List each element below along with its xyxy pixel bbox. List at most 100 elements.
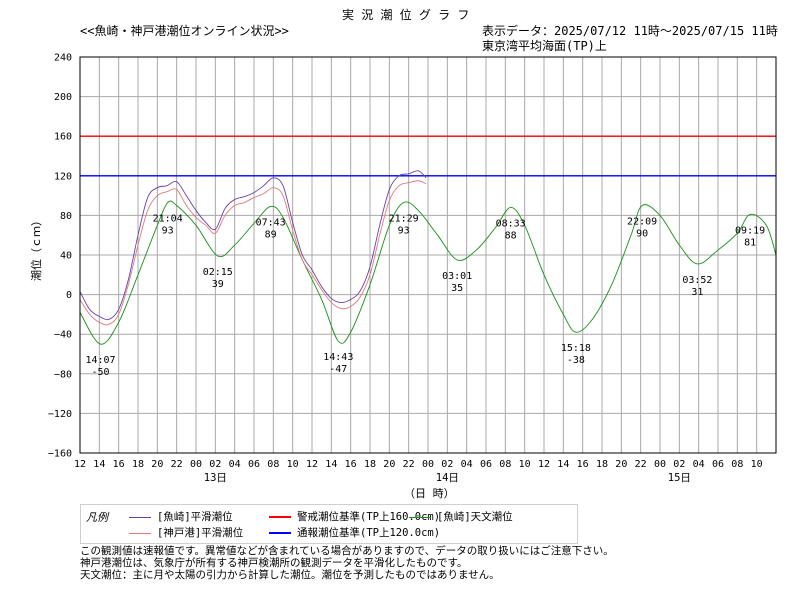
tide-annotations: 14:07-5021:049302:153907:438914:43-4721:…: [85, 214, 765, 379]
x-tick-label: 00: [654, 459, 666, 470]
x-tick-label: 20: [615, 459, 627, 470]
annotation-value: 35: [451, 283, 463, 294]
series-line: [79, 200, 777, 345]
tide-series: [79, 170, 777, 345]
x-tick-label: 22: [403, 459, 415, 470]
annotation-time: 15:18: [561, 343, 591, 354]
annotation-value: 39: [212, 279, 224, 290]
legend-swatch: [409, 516, 431, 518]
annotation-value: 89: [265, 229, 277, 240]
x-tick-label: 08: [731, 459, 743, 470]
x-tick-label: 22: [635, 459, 647, 470]
x-tick-label: 04: [693, 459, 705, 470]
annotation-time: 14:43: [323, 352, 353, 363]
annotation-value: 88: [505, 230, 517, 241]
x-tick-label: 10: [287, 459, 299, 470]
x-tick-label: 14: [93, 459, 105, 470]
series-line: [79, 180, 427, 326]
annotation-value: -47: [329, 364, 347, 375]
x-tick-label: 10: [519, 459, 531, 470]
annotation-value: 31: [691, 287, 703, 298]
note-3: 天文潮位：主に月や太陽の引力から計算した潮位。潮位を予測したものではありません。: [80, 569, 500, 581]
annotation-value: -38: [567, 355, 585, 366]
chart-grid: [79, 56, 776, 454]
annotation-value: -50: [91, 367, 109, 378]
x-tick-label: 00: [422, 459, 434, 470]
x-tick-label: 08: [499, 459, 511, 470]
x-tick-label: 14: [557, 459, 569, 470]
x-tick-label: 12: [538, 459, 550, 470]
legend-item: [魚崎]天文潮位: [409, 509, 513, 524]
annotation-time: 22:09: [627, 217, 657, 228]
legend-label: 警戒潮位基準(TP上160.0cm): [297, 511, 441, 523]
y-tick-label: 240: [54, 53, 72, 64]
y-tick-label: −80: [54, 369, 72, 380]
x-tick-label: 06: [480, 459, 492, 470]
x-tick-label: 06: [712, 459, 724, 470]
legend: 凡例 [魚崎]平滑潮位 [神戸港]平滑潮位 警戒潮位基準(TP上160.0cm) 通報…: [80, 504, 578, 544]
note-2: 神戸港潮位は、気象庁が所有する神戸検潮所の観測データを平滑化したものです。: [80, 557, 468, 569]
x-tick-label: 02: [209, 459, 221, 470]
annotation-value: 93: [162, 226, 174, 237]
annotation-time: 09:19: [735, 225, 765, 236]
legend-label: [神戸港]平滑潮位: [157, 527, 244, 539]
threshold-lines: [80, 135, 776, 177]
x-tick-label: 14: [325, 459, 337, 470]
display-range: 表示データ：2025/07/12 11時～2025/07/15 11時: [482, 24, 778, 38]
x-tick-label: 20: [151, 459, 163, 470]
legend-item: 警戒潮位基準(TP上160.0cm): [269, 509, 440, 524]
legend-label: [魚崎]天文潮位: [437, 511, 513, 523]
annotation-value: 90: [636, 229, 648, 240]
x-tick-label: 02: [441, 459, 453, 470]
x-tick-label: 12: [306, 459, 318, 470]
legend-item: [魚崎]平滑潮位: [129, 509, 233, 524]
legend-swatch: [269, 532, 291, 534]
x-tick-label: 16: [113, 459, 125, 470]
y-axis-label: 潮位（ｃｍ）: [29, 215, 43, 281]
y-axis-ticks: 240 200 160 120 80 40 0 −40 −80 −120 −160: [48, 53, 72, 460]
annotation-time: 08:33: [496, 218, 526, 229]
x-tick-label: 02: [673, 459, 685, 470]
annotation-value: 93: [398, 226, 410, 237]
legend-swatch: [129, 516, 151, 518]
annotation-time: 14:07: [85, 355, 115, 366]
x-tick-label: 12: [74, 459, 86, 470]
legend-swatch: [129, 532, 151, 534]
day-label: 13日: [204, 472, 227, 484]
x-tick-label: 22: [171, 459, 183, 470]
x-tick-label: 16: [577, 459, 589, 470]
x-axis-label: （日 時）: [404, 487, 455, 500]
x-tick-label: 04: [229, 459, 241, 470]
y-tick-label: 120: [54, 171, 72, 182]
y-tick-label: 160: [54, 132, 72, 143]
datum-label: 東京湾平均海面(TP)上: [482, 39, 607, 53]
annotation-time: 02:15: [203, 267, 233, 278]
y-tick-label: 40: [60, 251, 72, 262]
x-tick-label: 08: [267, 459, 279, 470]
legend-item: 通報潮位基準(TP上120.0cm): [269, 525, 440, 540]
y-tick-label: −120: [48, 409, 72, 420]
y-tick-label: −160: [48, 449, 72, 460]
day-labels: 13日 14日 15日: [204, 472, 691, 484]
chart-subtitle: <<魚崎・神戸港潮位オンライン状況>>: [80, 24, 289, 38]
y-tick-label: 80: [60, 211, 72, 222]
x-tick-label: 00: [190, 459, 202, 470]
legend-title: 凡例: [86, 511, 108, 524]
x-tick-label: 18: [364, 459, 376, 470]
annotation-time: 07:43: [256, 217, 286, 228]
x-axis-ticks: 12 14 16 18 20 22 00 02 04 06 08 10 12 14 16 18 20 22 00 02…: [74, 459, 763, 470]
chart-title: 実 況 潮 位 グ ラ フ: [342, 8, 470, 22]
x-tick-label: 18: [596, 459, 608, 470]
y-tick-label: 200: [54, 92, 72, 103]
annotation-time: 21:29: [389, 214, 419, 225]
y-tick-label: 0: [66, 290, 72, 301]
x-tick-label: 10: [751, 459, 763, 470]
legend-label: 通報潮位基準(TP上120.0cm): [297, 527, 441, 539]
note-1: この観測値は速報値です。異常値などが含まれている場合がありますので、データの取り…: [80, 545, 614, 557]
x-tick-label: 16: [345, 459, 357, 470]
x-tick-label: 20: [383, 459, 395, 470]
legend-item: [神戸港]平滑潮位: [129, 525, 243, 540]
legend-swatch: [269, 516, 291, 518]
annotation-time: 21:04: [153, 214, 183, 225]
